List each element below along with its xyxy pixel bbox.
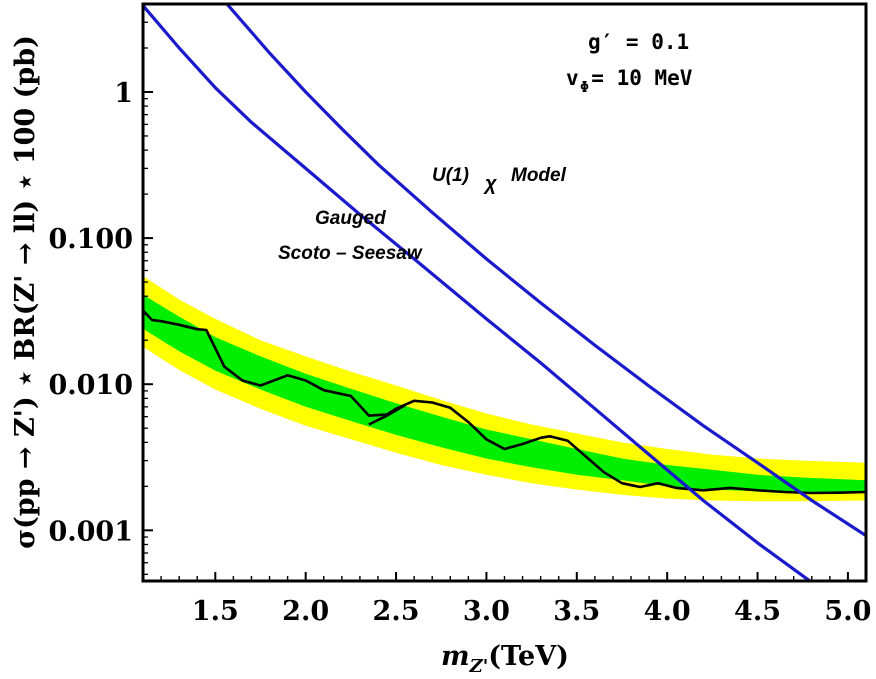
y-tick-label: 0.001 xyxy=(48,516,133,547)
u1-model-label-suffix: Model xyxy=(511,165,567,186)
expected-limit-bands xyxy=(143,276,866,502)
x-tick-label: 4.5 xyxy=(734,596,781,627)
u1-model-label-subscript: χ xyxy=(483,173,498,195)
y-tick-label: 0.010 xyxy=(48,370,133,401)
vev-annotation: v = 10 MeV Φ xyxy=(566,66,693,96)
limit-and-model-curves xyxy=(143,4,866,581)
x-axis-title: mZ'(TeV) xyxy=(441,641,569,677)
x-tick-label: 3.0 xyxy=(463,596,510,627)
u1-chi-model-line xyxy=(224,4,866,537)
scoto-seesaw-label-line2: Scoto – Seesaw xyxy=(278,243,423,264)
vev-annotation-subscript: Φ xyxy=(580,78,589,96)
scoto-seesaw-model-line xyxy=(143,4,813,581)
x-tick-label: 2.5 xyxy=(373,596,420,627)
y-axis-title: σ(pp → Z') ⋆ BR(Z' → ll) ⋆ 100 (pb) xyxy=(10,35,41,549)
x-tick-label: 3.5 xyxy=(553,596,600,627)
u1-model-label: U(1) χ Model xyxy=(432,165,567,195)
observed-limit-segment xyxy=(368,403,406,426)
two-sigma-band xyxy=(143,276,866,502)
u1-model-label-main: U(1) xyxy=(432,165,469,186)
y-axis-ticks: 1 0.100 0.010 0.001 xyxy=(48,3,153,575)
vev-annotation-text: v = 10 MeV xyxy=(566,66,693,90)
one-sigma-band xyxy=(143,294,866,493)
observed-limit-line xyxy=(143,309,866,495)
x-axis-ticks: 1.5 2.0 2.5 3.0 3.5 4.0 4.5 5.0 xyxy=(160,572,871,627)
x-tick-label: 1.5 xyxy=(192,596,239,627)
coupling-annotation: g′ = 0.1 xyxy=(588,30,689,54)
scoto-seesaw-label-line1: Gauged xyxy=(315,208,386,229)
y-tick-label: 1 xyxy=(114,78,133,109)
y-tick-label: 0.100 xyxy=(48,224,133,255)
x-tick-label: 5.0 xyxy=(824,596,871,627)
x-tick-label: 4.0 xyxy=(644,596,691,627)
x-tick-label: 2.0 xyxy=(282,596,329,627)
